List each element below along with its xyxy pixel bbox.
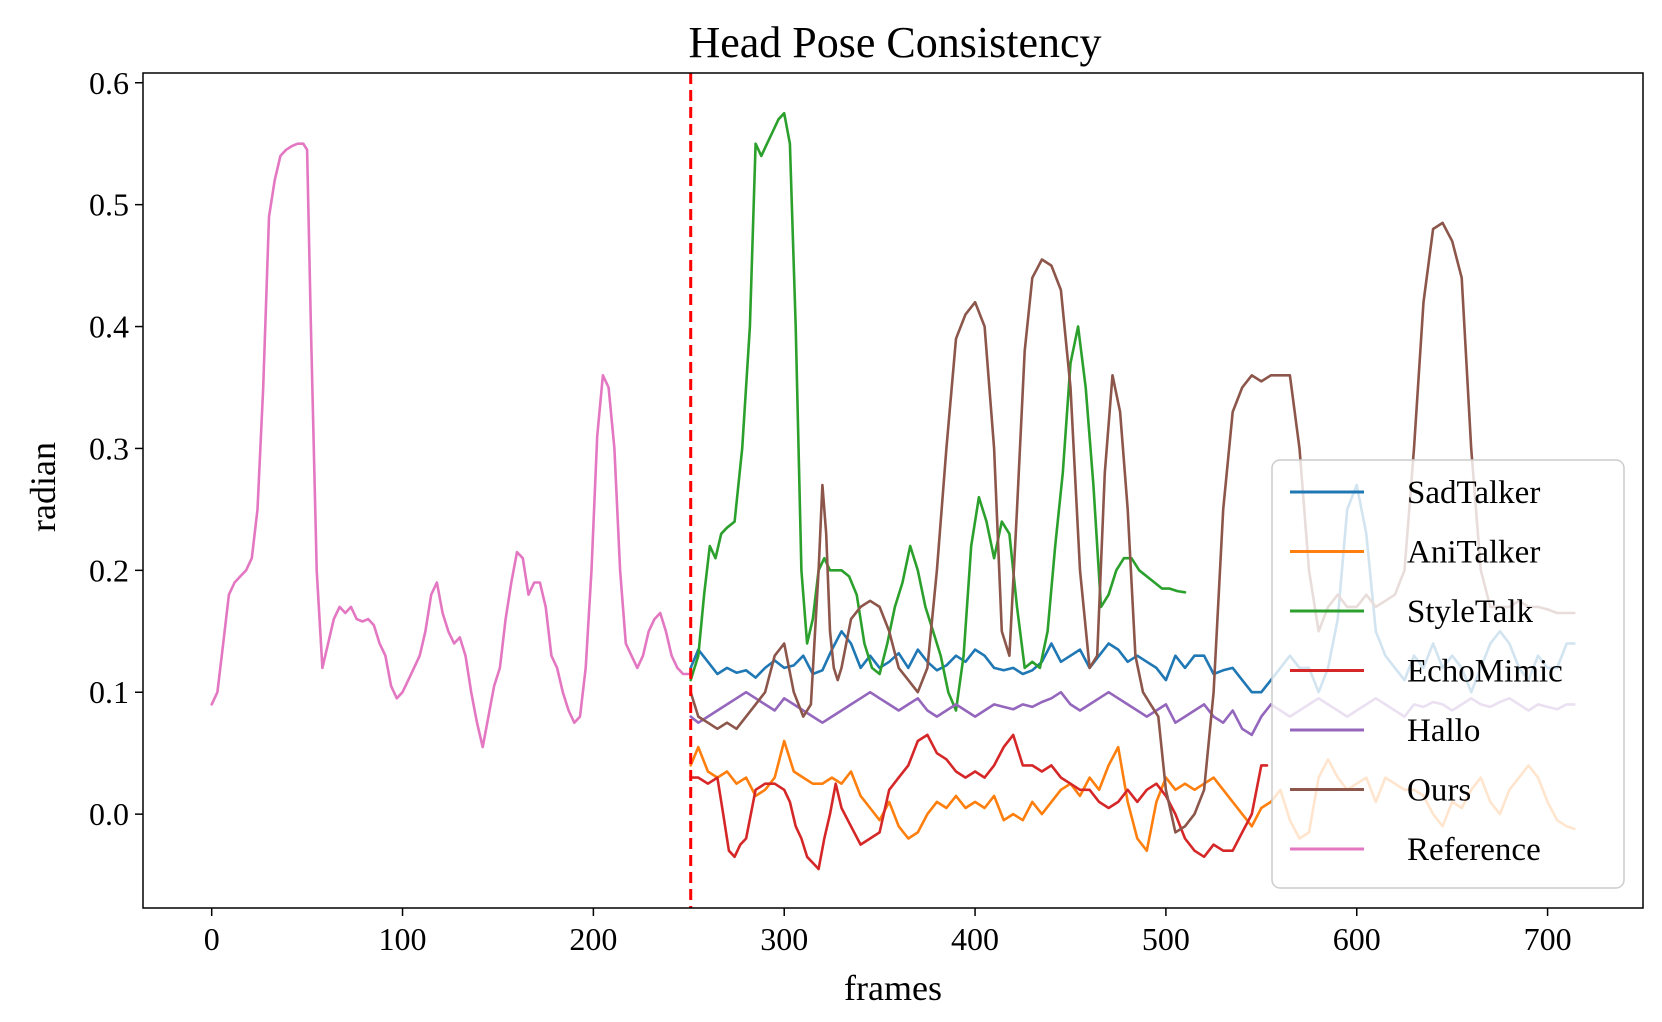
chart-title: Head Pose Consistency: [688, 18, 1101, 67]
x-tick-label: 400: [951, 921, 999, 957]
legend-label: Reference: [1407, 832, 1541, 868]
y-tick-label: 0.2: [89, 552, 129, 588]
y-tick-label: 0.1: [89, 674, 129, 710]
chart-legend: SadTalker AniTalker StyleTalk EchoMimic Hall…: [1271, 459, 1625, 889]
series-line-echomimic: [689, 733, 1269, 871]
legend-label: Hallo: [1407, 713, 1480, 749]
ticks-layer: 0 100 200 300 400 500 600 700 0.0 0.1 0.2 0.3 0.4 0.5…: [89, 65, 1572, 957]
legend-label: StyleTalk: [1407, 594, 1534, 630]
x-tick-label: 500: [1142, 921, 1190, 957]
series-line-ours: [689, 221, 1576, 834]
y-tick-label: 0.5: [89, 187, 129, 223]
legend-label: AniTalker: [1407, 535, 1540, 571]
plot-frame: [142, 72, 1644, 909]
y-tick-label: 0.0: [89, 796, 129, 832]
x-tick-label: 300: [760, 921, 808, 957]
y-tick-label: 0.4: [89, 309, 129, 345]
series-layer: [210, 111, 1576, 871]
x-tick-label: 700: [1524, 921, 1572, 957]
y-axis-label: radian: [23, 442, 63, 532]
x-tick-label: 100: [379, 921, 427, 957]
x-tick-label: 0: [204, 921, 220, 957]
x-axis-label: frames: [844, 968, 942, 1008]
y-tick-label: 0.6: [89, 65, 129, 101]
series-line-styletalk: [689, 111, 1187, 712]
x-tick-label: 600: [1333, 921, 1381, 957]
series-line-reference: [210, 142, 693, 749]
x-tick-label: 200: [569, 921, 617, 957]
legend-box: [1271, 459, 1625, 889]
legend-label: Ours: [1407, 773, 1471, 809]
legend-label: SadTalker: [1407, 475, 1540, 511]
y-tick-label: 0.3: [89, 430, 129, 466]
legend-label: EchoMimic: [1407, 654, 1563, 690]
